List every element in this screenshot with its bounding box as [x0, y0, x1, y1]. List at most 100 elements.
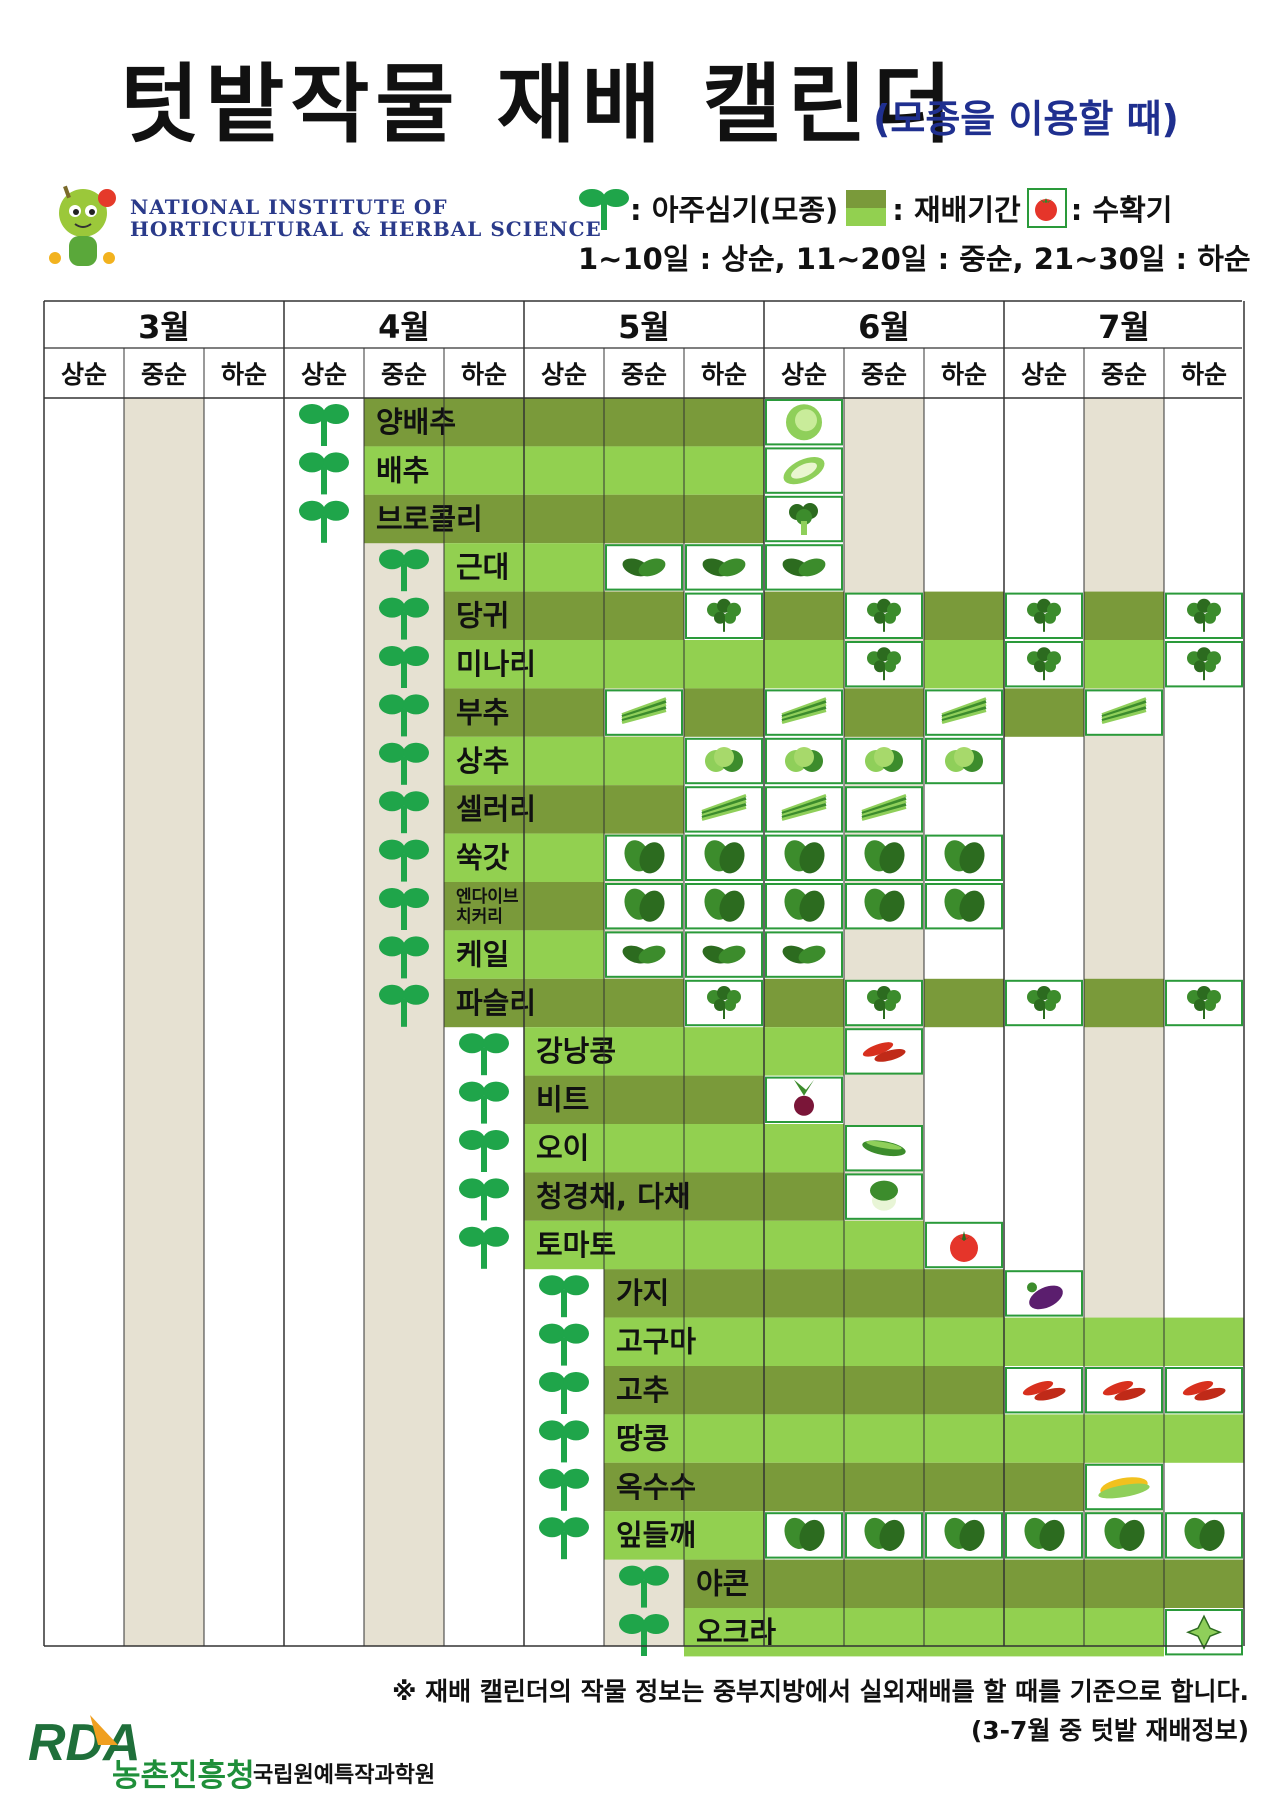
endive-icon — [845, 883, 923, 930]
bok-choy-icon — [845, 1173, 923, 1220]
tomato-icon — [1026, 188, 1067, 228]
org-sub: 국립원예특작과학원 — [253, 1763, 436, 1788]
kale-icon — [605, 931, 683, 978]
crop-bar — [524, 1075, 764, 1124]
dekad-label: 하순 — [941, 360, 987, 389]
crop-name: 치커리 — [456, 907, 503, 927]
crown-daisy-icon — [845, 834, 923, 881]
crop-bar — [444, 785, 684, 834]
crop-name: 잎들깨 — [616, 1518, 696, 1552]
broccoli-icon — [765, 495, 843, 543]
crop-bar — [924, 640, 1004, 689]
endive-icon — [765, 883, 843, 930]
sprout-icon — [539, 1420, 589, 1463]
celery-icon — [845, 786, 923, 833]
institute-name: NATIONAL INSTITUTE OF HORTICULTURAL & HE… — [130, 196, 602, 240]
crop-name: 파슬리 — [456, 986, 536, 1020]
crop-bar — [1084, 978, 1164, 1028]
dekad-label: 상순 — [781, 360, 827, 389]
dekad-label: 하순 — [1181, 360, 1227, 389]
sprout-icon — [539, 1468, 589, 1511]
chard-icon — [765, 544, 843, 591]
legend-period-swatch — [846, 190, 887, 226]
chives-icon — [765, 689, 843, 736]
sprout-icon — [379, 936, 429, 979]
legend-period-label: : 재배기간 — [892, 193, 1021, 227]
dekad-label: 상순 — [301, 360, 347, 389]
month-label: 7월 — [1098, 308, 1150, 346]
svg-text:RDA: RDA — [28, 1714, 141, 1772]
sprout-icon — [619, 1565, 669, 1608]
sprout-icon — [539, 1323, 589, 1366]
dekad-label: 하순 — [701, 360, 747, 389]
sprout-icon — [539, 1275, 589, 1318]
crop-name: 고추 — [616, 1373, 669, 1407]
lettuce-icon — [925, 737, 1003, 785]
sprout-icon — [379, 984, 429, 1027]
dekad-label: 중순 — [621, 360, 667, 389]
angelica-icon — [1005, 592, 1083, 639]
pepper-icon — [1005, 1367, 1083, 1414]
org-name: 농촌진흥청 — [112, 1758, 255, 1794]
crop-name: 오크라 — [696, 1615, 776, 1649]
chives-icon — [1085, 689, 1163, 736]
perilla-icon — [1005, 1512, 1083, 1559]
dekad-label: 상순 — [61, 360, 107, 389]
sprout-icon — [459, 1178, 509, 1221]
tomato-icon — [925, 1221, 1003, 1269]
sprout-icon — [379, 549, 429, 592]
crop-bar — [684, 1559, 1244, 1608]
crop-bar — [364, 446, 764, 495]
parsley-icon — [845, 979, 923, 1027]
crop-bar — [764, 978, 844, 1028]
crop-name: 옥수수 — [616, 1470, 696, 1504]
dropwort-icon — [1165, 641, 1243, 688]
crop-bar — [1084, 591, 1164, 640]
crop-name: 상추 — [456, 744, 509, 778]
napa-cabbage-icon — [765, 447, 843, 494]
perilla-icon — [1085, 1512, 1163, 1559]
crop-bar — [444, 640, 844, 689]
crop-bar — [924, 978, 1004, 1028]
mascot-logo — [49, 185, 116, 266]
crop-name: 땅콩 — [616, 1421, 669, 1455]
crop-bar — [364, 398, 764, 447]
sprout-icon — [379, 839, 429, 882]
dekad-label: 하순 — [221, 360, 267, 389]
parsley-icon — [1165, 979, 1243, 1027]
okra-icon — [1165, 1609, 1243, 1656]
dropwort-icon — [1005, 641, 1083, 688]
chard-icon — [605, 544, 683, 591]
crop-name: 근대 — [456, 550, 509, 584]
dekad-label: 중순 — [1101, 360, 1147, 389]
endive-icon — [605, 883, 683, 930]
dropwort-icon — [845, 641, 923, 688]
eggplant-icon — [1005, 1270, 1083, 1317]
crop-name: 당귀 — [456, 599, 509, 633]
footnote-line2: (3-7월 중 텃밭 재배정보) — [970, 1716, 1249, 1745]
endive-icon — [685, 883, 763, 930]
cucumber-icon — [845, 1125, 923, 1172]
dekad-label: 상순 — [541, 360, 587, 389]
chard-icon — [685, 544, 763, 591]
sprout-icon — [539, 1372, 589, 1414]
sprout-icon — [379, 791, 429, 834]
sprout-icon — [619, 1614, 669, 1656]
crop-name: 가지 — [616, 1276, 669, 1310]
legend-harvest-label: : 수확기 — [1070, 193, 1173, 227]
celery-icon — [765, 786, 843, 833]
crop-name: 양배추 — [376, 405, 456, 439]
crop-name: 케일 — [456, 937, 509, 971]
legend: : 아주심기(모종) : 재배기간 : 수확기 — [578, 188, 1173, 230]
sprout-icon — [379, 694, 429, 737]
month-label: 3월 — [138, 308, 190, 346]
crop-name: 오이 — [536, 1131, 589, 1165]
crown-daisy-icon — [925, 834, 1003, 881]
sprout-icon — [379, 597, 429, 640]
perilla-icon — [1165, 1512, 1243, 1559]
legend-periods-note: 1~10일 : 상순, 11~20일 : 중순, 21~30일 : 하순 — [578, 242, 1251, 276]
institute-line2: HORTICULTURAL & HERBAL SCIENCE — [130, 217, 602, 241]
legend-transplant-label: : 아주심기(모종) — [630, 193, 839, 227]
crop-name: 미나리 — [456, 647, 536, 681]
month-label: 6월 — [858, 308, 910, 346]
